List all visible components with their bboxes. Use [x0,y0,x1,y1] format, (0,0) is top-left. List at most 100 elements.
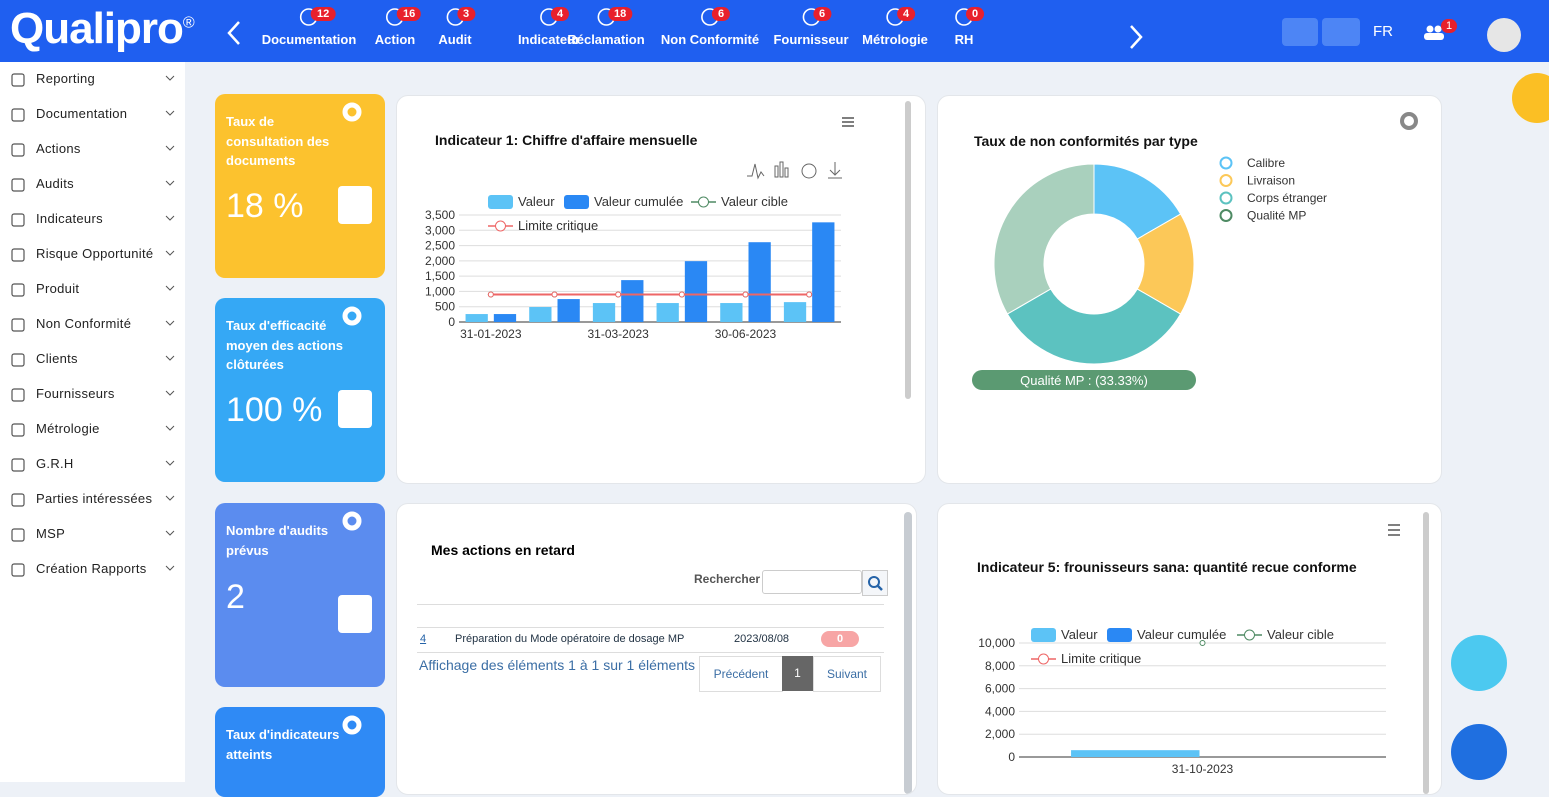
sidebar-icon [11,353,25,367]
sidebar-item[interactable]: Documentation [36,106,128,121]
chevron [165,215,175,221]
nav-badge: 12 [311,7,336,21]
nav-item[interactable]: 18 Réclamation [567,6,645,47]
table-row: 4 Préparation du Mode opératoire de dosa… [417,627,884,653]
pagination-prev[interactable]: Précédent [699,656,783,692]
legend-swatch [1244,629,1255,641]
line-point [487,291,494,298]
chevron-shape [165,320,175,326]
nav-item[interactable]: 12 Documentation [262,6,356,47]
sidebar-item[interactable]: Fournisseurs [36,386,115,401]
legend-swatch [1107,628,1132,642]
nav-next[interactable] [1128,24,1144,50]
search-input[interactable] [762,570,862,594]
sidebar-item[interactable]: Reporting [36,71,96,86]
sidebar-item[interactable]: MSP [36,526,66,541]
y-tick-label: 1,000 [425,284,455,298]
nav-prev[interactable] [226,20,242,46]
legend-label: Qualité MP [1247,209,1306,223]
nav-item[interactable]: 6 Fournisseur [773,6,849,47]
legend-swatch [1038,653,1049,665]
nav-label: Action [374,32,416,47]
nav-item[interactable]: 16 Action [374,6,422,47]
chevron-shape [165,145,175,151]
menu-icon[interactable] [842,117,854,127]
chevron [165,460,175,466]
settings-menu[interactable] [1282,18,1318,46]
sidebar-item[interactable]: Actions [36,141,81,156]
row-id[interactable]: 4 [420,633,427,645]
logo-text: Qualipro [10,4,184,53]
nav-item[interactable]: 6 Non Conformité [661,6,759,47]
nav-label: RH [954,32,974,47]
y-tick-label: 500 [435,300,455,314]
sidebar-item[interactable]: G.R.H [36,456,74,471]
scrollbar[interactable] [904,512,912,794]
people-icon[interactable] [1424,24,1444,40]
nav-badge: 6 [712,7,731,21]
bar [529,307,552,322]
sidebar-icon [11,283,25,297]
chat-button[interactable] [1451,635,1507,691]
bar [465,314,488,322]
bar [748,242,771,322]
bar [592,303,616,322]
sidebar-item[interactable]: Indicateurs [36,211,103,226]
chevron-shape [165,425,175,431]
settings-icon[interactable] [340,713,364,737]
sidebar-icon [11,178,25,192]
nav-label: Non Conformité [660,32,760,47]
sidebar-item[interactable]: Non Conformité [36,316,132,331]
bar [783,302,807,322]
sidebar-item[interactable]: Création Rapports [36,561,147,576]
pagination-next[interactable]: Suivant [813,656,881,692]
line-point [806,291,813,298]
scrollbar[interactable] [905,101,911,399]
settings-icon[interactable] [340,304,364,328]
sidebar-item[interactable]: Produit [36,281,80,296]
icon-shape [338,595,372,633]
sidebar-item[interactable]: Audits [36,176,74,191]
legend-swatch [1219,174,1233,187]
icon-shape [11,388,25,402]
legend-label: Corps étranger [1247,191,1327,205]
kpi-label: Taux d'indicateurs atteints [226,727,340,762]
search-button[interactable] [862,570,888,596]
menu-icon[interactable] [1388,524,1400,536]
icon-shape [11,318,25,332]
chevron-shape [165,110,175,116]
table-info: Affichage des éléments 1 à 1 sur 1 éléme… [419,657,696,673]
kpi-card: Nombre d'audits prévus 2 [215,503,385,687]
settings-icon[interactable] [340,100,364,124]
icon-shape [342,306,362,326]
nav-item[interactable]: 4 Indicateur [518,6,580,47]
nav-label: Audit [438,32,472,47]
bot-button[interactable] [1451,724,1507,780]
chevron [165,495,175,501]
sidebar-item[interactable]: Métrologie [36,421,100,436]
language[interactable]: FR [1373,23,1393,40]
avatar[interactable] [1487,18,1521,52]
logo[interactable]: Qualipro® [10,4,195,54]
nav-item[interactable]: 0 RH [953,6,985,47]
side-toggle[interactable] [1512,73,1549,123]
pagination-page[interactable]: 1 [782,656,813,691]
line-point [615,291,622,298]
toolbox[interactable] [747,161,842,180]
settings-icon[interactable] [1400,112,1418,130]
settings-icon[interactable] [340,509,364,533]
apps-menu[interactable] [1322,18,1360,46]
nav-item[interactable]: 4 Métrologie [862,6,928,47]
legend-swatch [698,196,709,208]
nav-item[interactable]: 3 Audit [438,6,476,47]
divider [417,604,884,605]
sidebar-item[interactable]: Risque Opportunité [36,246,154,261]
sidebar-item[interactable]: Clients [36,351,78,366]
nav-badge: 18 [608,7,633,21]
sidebar-icon [11,493,25,507]
kpi-label: Nombre d'audits prévus [226,523,329,558]
icon-shape [338,390,372,428]
sidebar-item[interactable]: Parties intéressées [36,491,153,506]
icon-shape [342,102,362,122]
scrollbar[interactable] [1423,512,1429,794]
